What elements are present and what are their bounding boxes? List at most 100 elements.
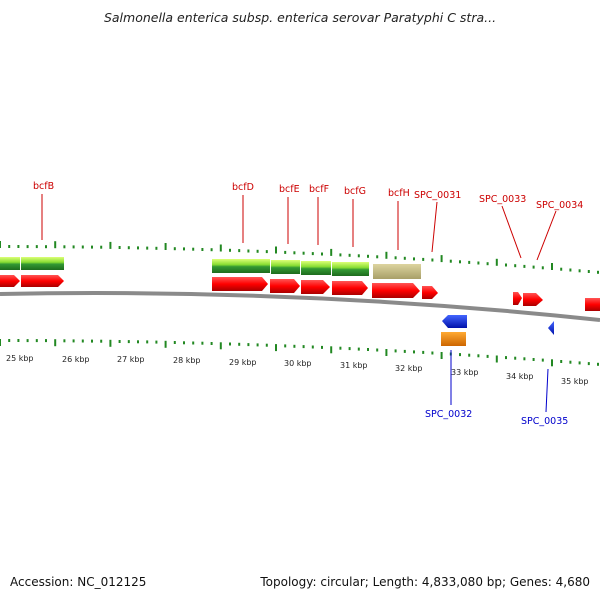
scale-tick bbox=[238, 342, 241, 346]
scale-tick bbox=[376, 255, 379, 259]
scale-tick bbox=[523, 357, 526, 361]
scale-tick bbox=[164, 243, 167, 250]
scale-tick bbox=[477, 354, 480, 358]
scale-tick bbox=[256, 343, 259, 347]
scale-tick bbox=[91, 339, 93, 343]
scale-tick bbox=[284, 344, 287, 348]
gene-label[interactable]: SPC_0033 bbox=[479, 194, 526, 205]
cds-arrow[interactable] bbox=[332, 281, 368, 295]
scale-tick bbox=[17, 339, 20, 342]
rna-block[interactable] bbox=[332, 262, 369, 276]
cds-reverse-track bbox=[441, 315, 554, 346]
scale-tick bbox=[35, 339, 38, 343]
scale-tick bbox=[440, 352, 443, 359]
scale-tick bbox=[284, 250, 287, 254]
scale-tick bbox=[505, 263, 507, 267]
gene-label[interactable]: bcfD bbox=[232, 182, 254, 193]
genome-backbone bbox=[0, 291, 600, 322]
cds-arrow[interactable] bbox=[523, 293, 543, 306]
cds-arrow-reverse[interactable] bbox=[548, 321, 554, 335]
scale-tick bbox=[597, 270, 599, 274]
scale-tick bbox=[385, 251, 388, 259]
cds-arrow[interactable] bbox=[0, 275, 20, 287]
rna-block[interactable] bbox=[271, 260, 300, 274]
scale-tick bbox=[265, 250, 268, 254]
scale-tick bbox=[173, 247, 176, 251]
cds-arrow[interactable] bbox=[513, 292, 522, 305]
cds-arrow[interactable] bbox=[212, 277, 268, 291]
gene-label[interactable]: bcfE bbox=[279, 184, 300, 195]
scale-tick bbox=[164, 340, 167, 348]
scale-tick bbox=[514, 356, 517, 360]
scale-tick bbox=[81, 245, 84, 249]
gene-label[interactable]: SPC_0034 bbox=[536, 200, 583, 211]
cds-arrow[interactable] bbox=[585, 298, 600, 311]
scale-tick bbox=[587, 270, 590, 273]
kbp-label: 28 kbp bbox=[173, 356, 201, 365]
rna-block[interactable] bbox=[0, 257, 20, 270]
scale-tick bbox=[311, 345, 314, 349]
scale-tick bbox=[431, 258, 434, 262]
tick-row-top bbox=[0, 241, 599, 274]
scale-tick bbox=[146, 340, 149, 344]
kbp-scale: 25 kbp 26 kbp 27 kbp 28 kbp 29 kbp 30 kb… bbox=[6, 354, 589, 386]
scale-tick bbox=[0, 241, 1, 248]
scale-tick bbox=[109, 241, 112, 249]
scale-tick bbox=[109, 339, 112, 347]
topology-text: Topology: circular; Length: 4,833,080 bp… bbox=[260, 575, 590, 589]
scale-tick bbox=[26, 339, 29, 343]
scale-tick bbox=[275, 344, 277, 352]
scale-tick bbox=[394, 349, 397, 353]
rna-block[interactable] bbox=[212, 259, 270, 273]
scale-tick bbox=[514, 264, 517, 268]
scale-tick bbox=[155, 246, 158, 250]
scale-tick bbox=[339, 346, 342, 350]
cds-arrow[interactable] bbox=[270, 279, 300, 293]
scale-tick bbox=[394, 256, 397, 260]
scale-tick bbox=[422, 350, 425, 354]
gene-label[interactable]: bcfB bbox=[33, 181, 54, 192]
kbp-label: 29 kbp bbox=[229, 358, 257, 367]
scale-tick bbox=[72, 245, 75, 249]
gene-label[interactable]: SPC_0032 bbox=[425, 409, 472, 420]
scale-tick bbox=[8, 245, 11, 248]
scale-tick bbox=[505, 356, 507, 360]
cds-arrow[interactable] bbox=[21, 275, 64, 287]
scale-tick bbox=[100, 245, 103, 249]
tan-block[interactable] bbox=[373, 264, 421, 279]
scale-tick bbox=[118, 340, 121, 343]
scale-tick bbox=[91, 245, 93, 249]
tick-row-bottom bbox=[0, 339, 599, 367]
gene-label[interactable]: SPC_0031 bbox=[414, 190, 461, 201]
scale-tick bbox=[192, 247, 195, 251]
scale-tick bbox=[468, 260, 471, 264]
scale-tick bbox=[137, 246, 139, 250]
scale-tick bbox=[532, 265, 535, 269]
gene-label[interactable]: SPC_0035 bbox=[521, 416, 568, 427]
scale-tick bbox=[63, 339, 66, 343]
scale-tick bbox=[229, 248, 231, 252]
rna-block[interactable] bbox=[21, 257, 64, 270]
scale-tick bbox=[311, 252, 314, 256]
scale-tick bbox=[468, 353, 471, 357]
cds-arrow-reverse[interactable] bbox=[442, 315, 467, 328]
scale-tick bbox=[495, 258, 498, 266]
gene-label[interactable]: bcfH bbox=[388, 188, 410, 199]
accession-text: Accession: NC_012125 bbox=[10, 575, 147, 589]
scale-tick bbox=[45, 339, 47, 343]
scale-tick bbox=[45, 245, 47, 249]
orange-block[interactable] bbox=[441, 332, 466, 346]
scale-tick bbox=[293, 344, 296, 348]
rna-block[interactable] bbox=[301, 261, 331, 275]
cds-arrow[interactable] bbox=[372, 283, 420, 298]
gene-label[interactable]: bcfF bbox=[309, 184, 329, 195]
top-gene-labels: bcfB bcfD bcfE bcfF bcfG bcfH SPC_0031 S… bbox=[33, 181, 583, 261]
scale-tick bbox=[54, 241, 57, 249]
cds-arrow[interactable] bbox=[422, 286, 438, 299]
gene-label[interactable]: bcfG bbox=[344, 186, 366, 197]
cds-arrow[interactable] bbox=[301, 280, 330, 294]
scale-tick bbox=[155, 340, 158, 344]
scale-tick bbox=[100, 339, 103, 343]
scale-tick bbox=[26, 245, 29, 249]
